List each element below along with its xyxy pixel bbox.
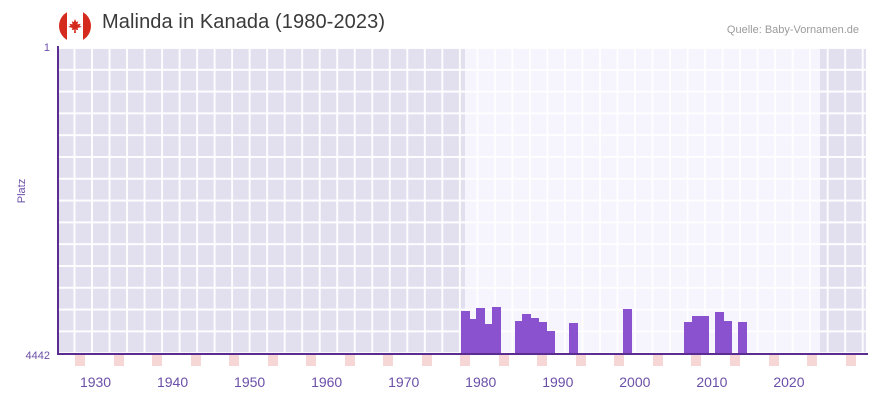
x-axis-tick-minor <box>575 355 586 366</box>
y-axis-title: Platz <box>16 178 28 204</box>
x-axis-tick-minor <box>229 355 240 366</box>
x-axis-tick-minor <box>691 355 702 366</box>
out-of-range-shade-right <box>819 48 866 353</box>
y-axis-top-tick: 1 <box>43 42 50 54</box>
x-axis-tick-label: 1960 <box>311 374 343 390</box>
x-axis-tick-minor <box>306 355 317 366</box>
bar <box>522 314 532 353</box>
x-axis-tick-minor <box>190 355 201 366</box>
bar <box>722 321 732 353</box>
x-axis-tick-label: 1980 <box>465 374 497 390</box>
bar <box>468 319 478 353</box>
source-attribution: Quelle: Baby-Vornamen.de <box>726 24 859 36</box>
flag-band-left <box>59 10 67 42</box>
x-axis-tick-minor <box>383 355 394 366</box>
x-axis-tick-minor <box>498 355 509 366</box>
maple-leaf-icon <box>68 18 82 34</box>
x-axis-tick-minor <box>344 355 355 366</box>
plot-area <box>57 48 866 353</box>
y-axis-line <box>57 46 59 355</box>
bar <box>476 308 486 353</box>
x-axis-tick-minor <box>614 355 625 366</box>
x-axis-tick-minor <box>807 355 818 366</box>
x-axis-tick-minor <box>730 355 741 366</box>
bar <box>699 316 709 353</box>
bar <box>715 312 725 353</box>
page-title: Malinda in Kanada (1980-2023) <box>102 11 386 33</box>
bar <box>622 309 632 353</box>
bar <box>738 322 748 353</box>
x-axis-tick-minor <box>267 355 278 366</box>
x-axis-tick-minor <box>75 355 86 366</box>
x-axis-tick-minor <box>652 355 663 366</box>
bar <box>545 331 555 353</box>
x-axis-tick-minor <box>113 355 124 366</box>
bar <box>568 323 578 353</box>
x-axis-tick-label: 1990 <box>542 374 574 390</box>
x-axis-tick-label: 2000 <box>619 374 651 390</box>
bar <box>530 318 540 353</box>
chart-header: Malinda in Kanada (1980-2023) Quelle: Ba… <box>0 0 873 48</box>
x-axis-tick-minor <box>152 355 163 366</box>
y-axis-bottom-tick: 4442 <box>25 350 50 362</box>
x-axis-tick-label: 1940 <box>156 374 189 390</box>
bar <box>684 322 694 353</box>
bar <box>491 307 501 353</box>
bar <box>691 316 701 353</box>
bar <box>483 324 493 353</box>
x-axis-tick-minor <box>421 355 432 366</box>
bar <box>537 322 547 353</box>
flag-band-right <box>83 10 91 42</box>
x-axis-tick-minor <box>845 355 856 366</box>
x-axis-tick-label: 2010 <box>696 374 728 390</box>
x-axis-tick-minor <box>537 355 548 366</box>
x-axis-tick-minor <box>768 355 779 366</box>
out-of-range-shade-left <box>57 48 466 353</box>
x-axis-tick-label: 1970 <box>388 374 420 390</box>
x-axis-tick-label: 2020 <box>773 374 805 390</box>
canada-flag-icon <box>59 10 91 42</box>
x-axis-tick-label: 1930 <box>79 374 112 390</box>
x-axis-tick-minor <box>460 355 471 366</box>
x-axis-line <box>57 353 868 355</box>
bar <box>460 311 470 353</box>
bar <box>514 321 524 353</box>
x-axis-tick-label: 1950 <box>234 374 266 390</box>
